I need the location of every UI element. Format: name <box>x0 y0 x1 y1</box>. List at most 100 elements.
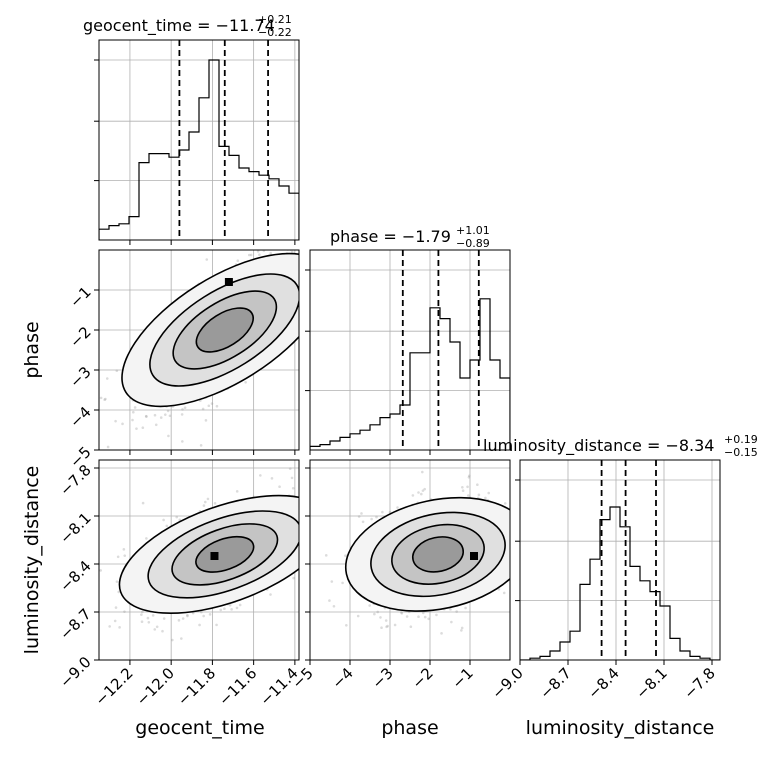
sample-point <box>115 580 119 583</box>
sample-point <box>167 434 170 438</box>
sample-point <box>206 497 210 501</box>
sample-point <box>339 535 342 538</box>
density-contour <box>411 536 465 573</box>
sample-point <box>155 625 159 629</box>
sample-point <box>324 554 328 557</box>
sample-point <box>307 226 310 229</box>
sample-point <box>103 398 106 401</box>
histogram-step-luminosity_distance <box>520 506 720 660</box>
sample-point <box>529 564 532 567</box>
sample-point <box>301 566 304 569</box>
sample-point <box>379 616 382 619</box>
sample-point <box>300 524 303 527</box>
sample-point <box>316 334 319 337</box>
sample-point <box>151 614 155 617</box>
sample-point <box>322 264 325 267</box>
sample-point <box>213 502 217 505</box>
sample-point <box>360 526 363 529</box>
sample-point <box>375 515 378 519</box>
y-tick-label: −2 <box>66 323 94 351</box>
sample-point <box>332 604 336 608</box>
sample-point <box>175 515 179 519</box>
sample-point <box>180 413 184 416</box>
sample-point <box>306 555 309 558</box>
sample-point <box>558 572 561 575</box>
sample-point <box>168 414 172 418</box>
sample-point <box>121 422 124 426</box>
sample-point <box>123 610 126 613</box>
sample-point <box>236 259 240 262</box>
sample-point <box>512 546 515 549</box>
sample-point <box>330 580 334 583</box>
sample-point <box>299 493 302 496</box>
sample-point <box>301 303 304 306</box>
y-tick-label: −4 <box>66 403 94 431</box>
xlabel-luminosity_distance: luminosity_distance <box>526 717 715 739</box>
sample-point <box>321 258 324 261</box>
sample-point <box>300 518 303 521</box>
panel-frame <box>98 249 300 451</box>
sample-point <box>370 517 373 521</box>
scatter-panel-luminosity_distance-vs-phase: −5 −4 −3 −2 −1 <box>288 459 561 692</box>
sample-point <box>435 613 438 617</box>
sample-point <box>405 615 409 618</box>
hist-panel-luminosity_distance: −9.0 −8.7 −8.4 −8.1 −7.8 <box>488 459 721 703</box>
sample-point <box>361 520 365 524</box>
y-tick-label: −7.8 <box>56 461 94 499</box>
sample-point <box>153 413 157 417</box>
sample-point <box>171 638 174 642</box>
sample-point <box>400 612 404 615</box>
sample-point <box>328 599 331 602</box>
sample-point <box>357 515 361 518</box>
sample-point <box>528 531 531 534</box>
sample-point <box>204 419 208 422</box>
sample-point <box>99 396 103 400</box>
sample-point <box>181 408 184 411</box>
sample-point <box>461 485 464 489</box>
sample-point <box>310 494 313 497</box>
sample-point <box>322 494 325 497</box>
sample-point <box>301 516 304 519</box>
sample-point <box>528 578 531 581</box>
sample-point <box>317 577 320 580</box>
sample-point <box>289 242 292 245</box>
sample-point <box>411 494 415 497</box>
sample-point <box>326 530 329 533</box>
sample-point <box>140 613 143 616</box>
sample-point <box>522 552 525 555</box>
sample-point <box>247 253 251 257</box>
sample-point <box>235 490 239 493</box>
sample-point <box>299 520 302 523</box>
sample-point <box>356 614 360 618</box>
sample-point <box>132 410 135 414</box>
sample-point <box>318 293 321 296</box>
sample-point <box>141 610 144 614</box>
x-tick-label: −8.1 <box>632 664 670 702</box>
sample-point <box>117 590 121 594</box>
sample-point <box>419 492 423 496</box>
sample-point <box>460 626 464 630</box>
ylabel-luminosity_distance: luminosity_distance <box>21 466 43 655</box>
sample-point <box>528 538 531 541</box>
sample-point <box>535 543 538 546</box>
sample-point <box>144 414 148 418</box>
sample-point <box>409 625 413 629</box>
sample-point <box>181 617 185 620</box>
y-tick-label: −8.1 <box>56 509 94 547</box>
sample-point <box>123 554 127 557</box>
sample-point <box>421 611 425 615</box>
title-luminosity_distance: luminosity_distance = −8.34 <box>483 436 714 456</box>
sample-point <box>523 546 526 549</box>
sample-point <box>118 626 121 629</box>
sample-point <box>523 524 526 527</box>
sample-point <box>312 297 315 300</box>
sample-point <box>80 390 83 393</box>
sample-point <box>205 258 209 261</box>
sample-point <box>302 511 305 514</box>
sample-point <box>215 623 218 627</box>
sample-point <box>84 556 87 559</box>
scatter-points <box>84 467 363 642</box>
sample-point <box>400 611 403 614</box>
sample-point <box>303 509 306 512</box>
sample-point <box>384 619 388 622</box>
